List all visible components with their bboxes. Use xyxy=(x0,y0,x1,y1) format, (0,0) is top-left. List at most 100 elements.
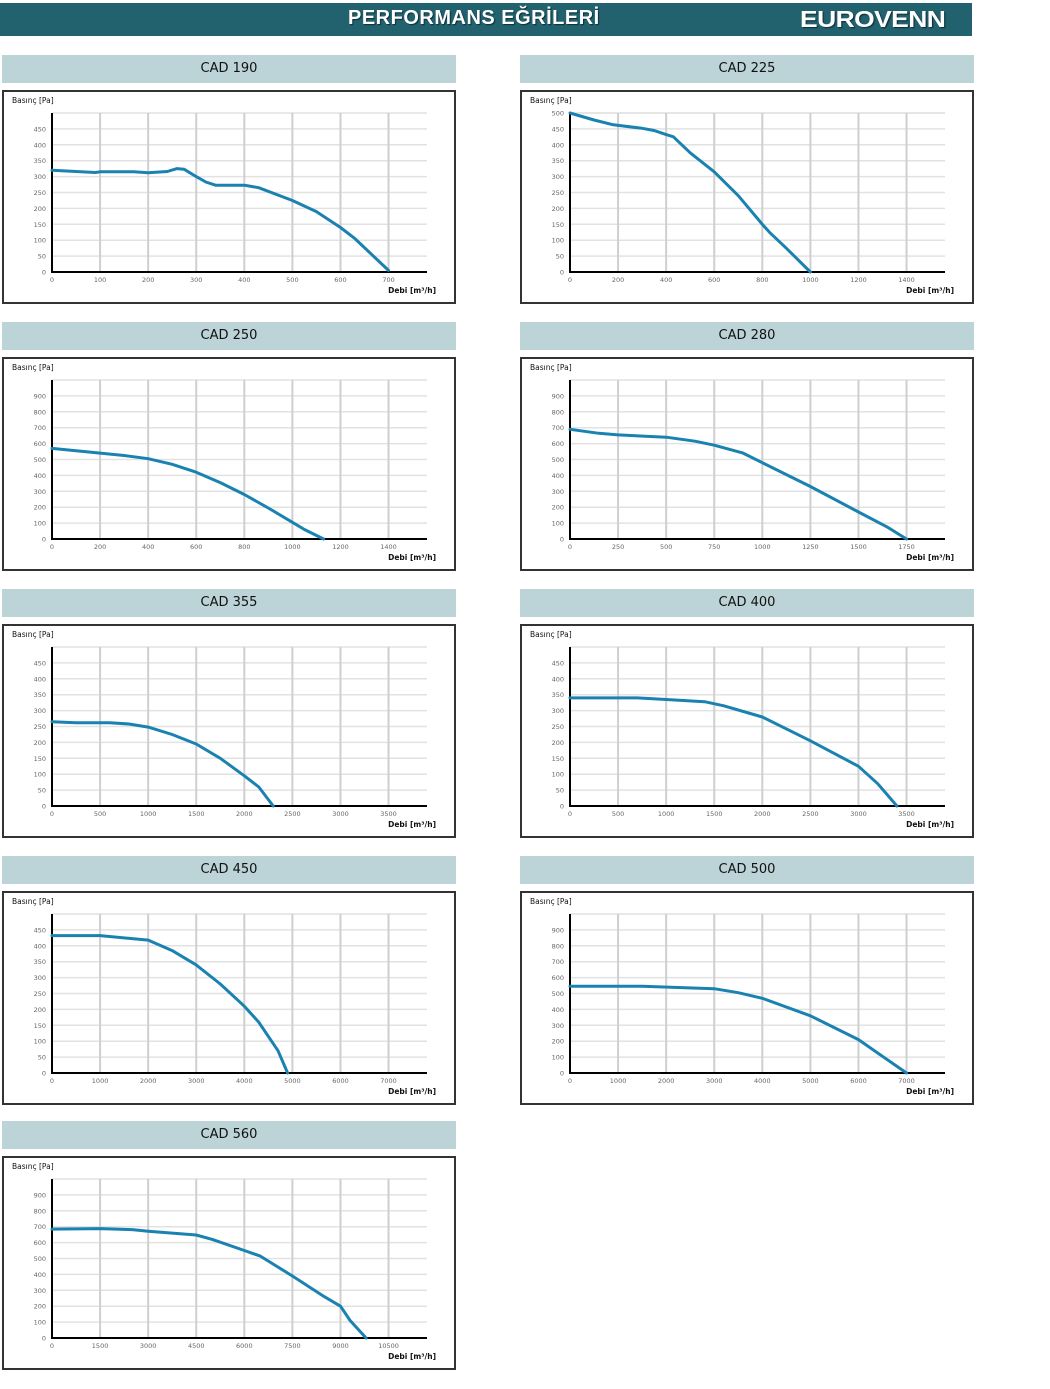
x-tick-label: 3000 xyxy=(188,1077,205,1085)
y-tick-label: 200 xyxy=(552,504,564,512)
y-tick-label: 600 xyxy=(34,440,46,448)
chart-box: 0 100 200 300 400 500 600 700 800 900 0 200 400 600 80… xyxy=(2,357,456,571)
y-tick-label: 600 xyxy=(552,440,564,448)
x-tick-label: 200 xyxy=(94,543,106,551)
x-tick-label: 5000 xyxy=(802,1077,819,1085)
y-tick-label: 100 xyxy=(34,237,46,245)
x-tick-label: 500 xyxy=(612,810,624,818)
x-tick-label: 1400 xyxy=(380,543,397,551)
y-tick-label: 350 xyxy=(552,691,564,699)
y-tick-label: 250 xyxy=(552,189,564,197)
y-tick-label: 350 xyxy=(34,157,46,165)
y-tick-label: 150 xyxy=(34,221,46,229)
y-tick-label: 0 xyxy=(560,536,564,544)
y-tick-label: 900 xyxy=(34,392,46,400)
x-tick-label: 0 xyxy=(568,810,572,818)
y-tick-label: 200 xyxy=(34,504,46,512)
x-axis-label: Debi [m³/h] xyxy=(388,1352,436,1361)
chart-title: CAD 225 xyxy=(520,55,974,83)
y-tick-label: 0 xyxy=(560,803,564,811)
y-tick-label: 400 xyxy=(552,675,564,683)
y-tick-label: 250 xyxy=(552,723,564,731)
performance-curve xyxy=(50,446,326,541)
chart-title: CAD 250 xyxy=(2,322,456,350)
x-tick-label: 0 xyxy=(568,276,572,284)
y-tick-label: 100 xyxy=(552,237,564,245)
chart-title: CAD 355 xyxy=(2,589,456,617)
chart-box: 0 50 100 150 200 250 300 350 400 450 0 1000 2000 3000… xyxy=(2,891,456,1105)
y-tick-label: 50 xyxy=(556,253,564,261)
y-tick-label: 200 xyxy=(34,1303,46,1311)
y-tick-label: 300 xyxy=(34,173,46,181)
y-tick-label: 500 xyxy=(34,1255,46,1263)
x-tick-label: 0 xyxy=(50,1342,54,1350)
y-tick-label: 0 xyxy=(42,803,46,811)
y-tick-label: 200 xyxy=(552,205,564,213)
performance-chart: 0 50 100 150 200 250 300 350 400 450 500 0 200 400 600… xyxy=(530,96,954,295)
y-tick-label: 400 xyxy=(552,141,564,149)
chart-panel: CAD 450 0 50 100 150 200 250 300 350 400 450 0 1000 2… xyxy=(2,856,456,1105)
y-tick-label: 100 xyxy=(552,1054,564,1062)
performance-curve xyxy=(568,984,908,1075)
x-tick-label: 2500 xyxy=(284,810,301,818)
y-tick-label: 500 xyxy=(552,110,564,118)
chart-panel: CAD 190 0 50 100 150 200 250 300 350 400 450 0 100 20… xyxy=(2,55,456,304)
x-tick-label: 200 xyxy=(142,276,154,284)
x-tick-label: 3000 xyxy=(706,1077,723,1085)
x-tick-label: 1000 xyxy=(92,1077,109,1085)
x-tick-label: 2000 xyxy=(236,810,253,818)
y-axis-label: Basınç [Pa] xyxy=(530,630,572,639)
x-tick-label: 0 xyxy=(50,276,54,284)
y-tick-label: 700 xyxy=(552,424,564,432)
chart-title: CAD 280 xyxy=(520,322,974,350)
x-tick-label: 400 xyxy=(660,276,672,284)
y-tick-label: 200 xyxy=(34,1006,46,1014)
y-tick-label: 400 xyxy=(34,141,46,149)
x-tick-label: 4000 xyxy=(754,1077,771,1085)
x-tick-label: 1000 xyxy=(754,543,771,551)
x-tick-label: 6000 xyxy=(850,1077,867,1085)
y-tick-label: 150 xyxy=(34,1022,46,1030)
y-tick-label: 800 xyxy=(552,942,564,950)
y-tick-label: 0 xyxy=(42,1070,46,1078)
y-tick-label: 800 xyxy=(552,408,564,416)
y-tick-label: 250 xyxy=(34,723,46,731)
x-tick-label: 1500 xyxy=(188,810,205,818)
y-tick-label: 500 xyxy=(552,456,564,464)
x-tick-label: 3000 xyxy=(850,810,867,818)
x-tick-label: 300 xyxy=(190,276,202,284)
y-tick-label: 100 xyxy=(34,771,46,779)
x-tick-label: 250 xyxy=(612,543,624,551)
x-tick-label: 500 xyxy=(94,810,106,818)
y-tick-label: 150 xyxy=(552,221,564,229)
y-tick-label: 900 xyxy=(552,926,564,934)
x-tick-label: 4000 xyxy=(236,1077,253,1085)
y-tick-label: 500 xyxy=(34,456,46,464)
chart-panel: CAD 280 0 100 200 300 400 500 600 700 800 900 0 250 5… xyxy=(520,322,974,571)
y-tick-label: 400 xyxy=(34,1271,46,1279)
y-tick-label: 300 xyxy=(34,488,46,496)
y-tick-label: 250 xyxy=(34,189,46,197)
x-axis-label: Debi [m³/h] xyxy=(388,286,436,295)
x-tick-label: 1500 xyxy=(92,1342,109,1350)
x-tick-label: 7000 xyxy=(898,1077,915,1085)
x-tick-label: 3000 xyxy=(140,1342,157,1350)
chart-panel: CAD 560 0 100 200 300 400 500 600 700 800 900 0 1500… xyxy=(2,1121,456,1370)
y-tick-label: 0 xyxy=(42,269,46,277)
y-tick-label: 300 xyxy=(552,1022,564,1030)
y-tick-label: 350 xyxy=(34,691,46,699)
y-tick-label: 450 xyxy=(552,659,564,667)
x-tick-label: 800 xyxy=(756,276,768,284)
x-tick-label: 7500 xyxy=(284,1342,301,1350)
y-tick-label: 100 xyxy=(34,1038,46,1046)
y-tick-label: 450 xyxy=(34,659,46,667)
y-axis-label: Basınç [Pa] xyxy=(530,897,572,906)
performance-chart: 0 50 100 150 200 250 300 350 400 450 0 1000 2000 3000… xyxy=(12,897,436,1096)
x-tick-label: 1200 xyxy=(332,543,349,551)
y-tick-label: 600 xyxy=(552,974,564,982)
x-tick-label: 1250 xyxy=(802,543,819,551)
x-axis-label: Debi [m³/h] xyxy=(906,1087,954,1096)
chart-box: 0 100 200 300 400 500 600 700 800 900 0 1000 2000 300… xyxy=(520,891,974,1105)
chart-panel: CAD 250 0 100 200 300 400 500 600 700 800 900 0 200 4… xyxy=(2,322,456,571)
